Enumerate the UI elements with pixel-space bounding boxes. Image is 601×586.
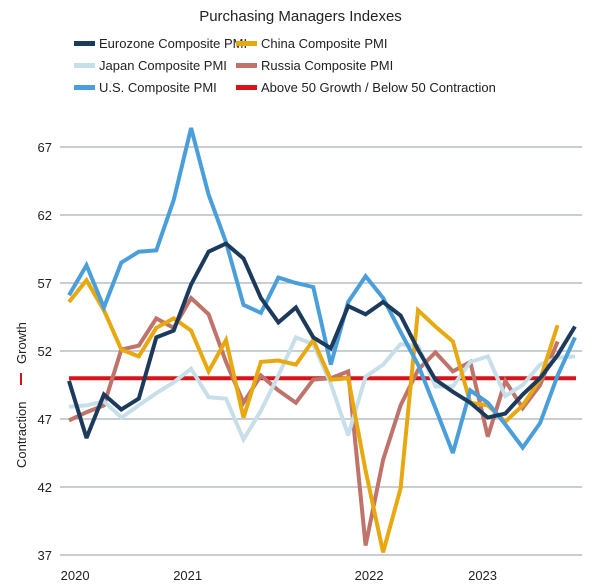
series-line-japan-composite-pmi [68,334,576,444]
x-tick-label: 2022 [355,568,384,583]
legend-item-china: China Composite PMI [236,36,387,51]
legend-label-russia: Russia Composite PMI [261,58,394,73]
y-tick-label: 57 [38,276,52,291]
legend-item-us: U.S. Composite PMI [74,80,217,95]
legend-item-threshold: Above 50 Growth / Below 50 Contraction [236,80,496,95]
series-line-eurozone-composite-pmi [67,241,577,439]
series-line-china-composite-pmi [67,276,560,553]
legend-label-us: U.S. Composite PMI [99,80,217,95]
x-tick-label: 2023 [468,568,497,583]
legend-item-japan: Japan Composite PMI [74,58,227,73]
y-label-contraction: Contraction [14,402,29,468]
series-line-u-s-composite-pmi [67,127,577,454]
legend-label-japan: Japan Composite PMI [99,58,227,73]
legend-item-eurozone: Eurozone Composite PMI [74,36,247,51]
x-tick-labels: 2020 2021 2022 2023 [61,568,497,583]
legend-swatch-russia [236,63,257,68]
x-tick-label: 2020 [61,568,90,583]
legend-swatch-china [236,41,257,46]
y-tick-label: 67 [38,140,52,155]
gridlines [60,146,582,556]
legend-swatch-threshold [236,85,257,90]
y-tick-label: 42 [38,480,52,495]
chart-title: Purchasing Managers Indexes [199,8,402,25]
y-tick-labels: 37 42 47 52 57 62 67 [38,140,52,563]
legend-label-threshold: Above 50 Growth / Below 50 Contraction [261,80,496,95]
y-tick-label: 37 [38,548,52,563]
legend-swatch-us [74,85,95,90]
y-tick-label: 47 [38,412,52,427]
y-tick-label: 52 [38,344,52,359]
legend-label-eurozone: Eurozone Composite PMI [99,36,248,51]
legend-swatch-japan [74,63,95,68]
legend-label-china: China Composite PMI [261,36,388,51]
legend-swatch-eurozone [74,41,95,46]
y-tick-label: 62 [38,208,52,223]
series-lines [67,127,577,553]
y-axis-labels: Growth Contraction [14,322,29,468]
x-tick-label: 2021 [173,568,202,583]
series-line-russia-composite-pmi [68,294,560,546]
y-label-growth: Growth [14,322,29,364]
legend-item-russia: Russia Composite PMI [236,58,393,73]
